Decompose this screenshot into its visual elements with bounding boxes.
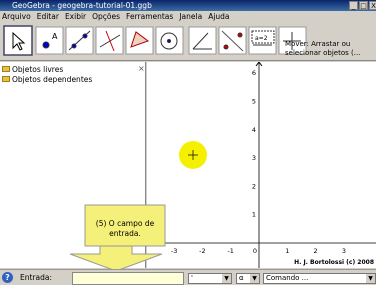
- close-algebra[interactable]: ×: [138, 64, 145, 73]
- app-window: {"window":{"title":"GeoGebra - geogebra-…: [0, 0, 376, 285]
- y-axis-label: 2: [252, 182, 256, 190]
- y-axis-label: 5: [252, 98, 256, 106]
- help-button[interactable]: ?: [2, 272, 13, 283]
- title-bar: GeoGebra - geogebra-tutorial-01.ggb _ □ …: [0, 0, 376, 11]
- y-axis-label: 4: [252, 126, 256, 134]
- greek-dropdown[interactable]: α▼: [236, 273, 260, 284]
- tool-help: Mover: Arrastar ou selecionar objetos (.…: [285, 40, 375, 58]
- y-axis-label: 3: [252, 154, 256, 162]
- minimize-button[interactable]: _: [349, 1, 358, 10]
- x-axis-label: -3: [171, 247, 177, 255]
- y-axis-label: 6: [252, 69, 256, 77]
- menu-item[interactable]: Exibir: [65, 11, 86, 22]
- icon-label: a=2: [255, 35, 268, 42]
- x-axis-label: 3: [342, 247, 346, 255]
- window-title: GeoGebra - geogebra-tutorial-01.ggb: [12, 1, 152, 10]
- menu-item[interactable]: Opções: [92, 11, 120, 22]
- menu-bar: Arquivo Editar Exibir Opções Ferramentas Jane…: [0, 11, 376, 22]
- axes: H. J. Bortolossi (c) 2008 -3 -2 -1 0 1 2 3 1 2 3 4…: [147, 62, 376, 268]
- menu-item[interactable]: Arquivo: [2, 11, 31, 22]
- tree-item[interactable]: Objetos livres: [2, 65, 63, 74]
- x-axis-label: 2: [314, 247, 318, 255]
- tree-item[interactable]: Objetos dependentes: [2, 75, 92, 84]
- credit: H. J. Bortolossi (c) 2008: [294, 259, 374, 266]
- command-dropdown[interactable]: Comando ...▼: [263, 273, 376, 284]
- graphics-view: H. J. Bortolossi (c) 2008 -3 -2 -1 0 1 2 3 1 2 3 4…: [147, 62, 376, 268]
- input-label: Entrada:: [20, 273, 52, 282]
- input-bar: ? Entrada: '▼ α▼ Comando ...▼: [0, 269, 376, 285]
- icon-label: A: [52, 32, 58, 41]
- symbol-dropdown[interactable]: '▼: [188, 273, 232, 284]
- menu-item[interactable]: Editar: [37, 11, 59, 22]
- maximize-button[interactable]: □: [359, 1, 368, 10]
- x-axis-label: 1: [285, 247, 289, 255]
- menu-item[interactable]: Ajuda: [208, 11, 229, 22]
- point-tool[interactable]: [36, 27, 63, 54]
- x-axis-label: -1: [227, 247, 233, 255]
- angle-tool[interactable]: [189, 27, 216, 54]
- algebra-view: × Objetos livres Objetos dependentes: [0, 62, 146, 268]
- input-field[interactable]: [72, 272, 184, 285]
- y-axis-label: 1: [252, 211, 256, 219]
- menu-item[interactable]: Janela: [179, 11, 202, 22]
- x-axis-label: 0: [253, 247, 257, 255]
- x-axis-label: -2: [199, 247, 205, 255]
- toolbar: A a=2 Mover: Arrastar ou selecionar obje…: [0, 23, 376, 61]
- menu-item[interactable]: Ferramentas: [126, 11, 173, 22]
- close-button[interactable]: X: [369, 1, 376, 10]
